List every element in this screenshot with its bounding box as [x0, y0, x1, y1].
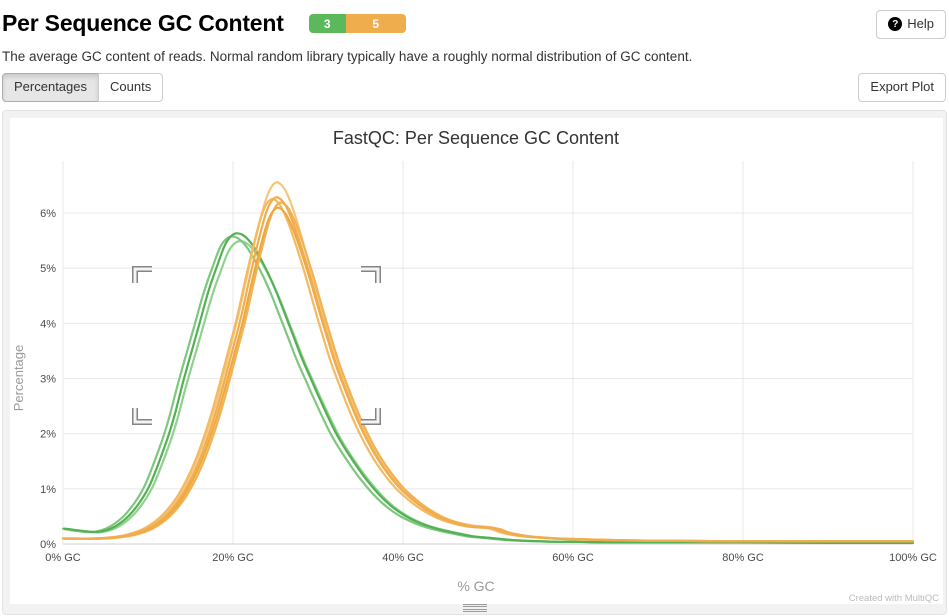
y-tick-label: 3% — [40, 373, 56, 385]
corner-bracket-inner-top-right — [361, 267, 380, 283]
plot-controls: Percentages Counts Export Plot — [2, 73, 947, 102]
status-badges[interactable]: 3 5 — [308, 14, 406, 33]
x-tick-label: 100% GC — [889, 552, 937, 564]
y-tick-label: 1% — [40, 484, 56, 496]
corner-brackets — [132, 266, 381, 425]
y-tick-label: 4% — [40, 318, 56, 330]
y-tick-label: 0% — [40, 539, 56, 551]
series-line-orange-line-3[interactable] — [66, 201, 915, 543]
section-header: Per Sequence GC Content 3 5 ? Help — [2, 10, 947, 39]
chart-container: 0% GC 20% GC 40% GC 60% GC 80% GC 100% GC 0% 1%… — [2, 110, 947, 615]
corner-bracket-inner-top-left — [133, 267, 152, 283]
help-button[interactable]: ? Help — [876, 10, 946, 39]
y-axis-title: Percentage — [11, 345, 26, 412]
series-layer — [61, 181, 915, 545]
series-line-green-line-3[interactable] — [63, 232, 915, 545]
units-toggle-group: Percentages Counts — [2, 73, 164, 102]
grid-layer — [62, 161, 914, 544]
axis-layer: 0% GC 20% GC 40% GC 60% GC 80% GC 100% GC 0% 1%… — [40, 208, 937, 564]
series-line-green-line-1[interactable] — [66, 239, 915, 545]
y-tick-label: 6% — [40, 208, 56, 220]
page-title: Per Sequence GC Content — [2, 10, 284, 36]
help-button-label: Help — [907, 16, 934, 31]
x-tick-label: 20% GC — [212, 552, 254, 564]
corner-bracket-inner-bottom-right — [361, 408, 380, 424]
pass-count-badge[interactable]: 3 — [308, 14, 346, 33]
series-line-green-line-2[interactable] — [61, 235, 911, 545]
gc-content-chart[interactable]: 0% GC 20% GC 40% GC 60% GC 80% GC 100% GC 0% 1%… — [10, 118, 943, 604]
plot-area[interactable]: 0% GC 20% GC 40% GC 60% GC 80% GC 100% GC 0% 1%… — [10, 118, 943, 604]
series-line-orange-line-4[interactable] — [63, 206, 915, 543]
y-tick-label: 5% — [40, 263, 56, 275]
chart-title: FastQC: Per Sequence GC Content — [333, 128, 619, 148]
corner-bracket-inner-bottom-left — [133, 408, 152, 424]
section-description: The average GC content of reads. Normal … — [2, 49, 693, 64]
plot-resize-handle[interactable] — [462, 604, 487, 612]
x-tick-label: 40% GC — [382, 552, 424, 564]
corner-bracket-top-right — [361, 266, 381, 283]
export-plot-button[interactable]: Export Plot — [858, 73, 946, 102]
tab-counts[interactable]: Counts — [98, 73, 164, 102]
question-circle-icon: ? — [888, 17, 903, 32]
corner-bracket-top-left — [132, 266, 152, 283]
multiqc-credit: Created with MultiQC — [849, 593, 939, 604]
y-tick-label: 2% — [40, 429, 56, 441]
x-tick-label: 0% GC — [45, 552, 81, 564]
warn-count-badge[interactable]: 5 — [345, 14, 406, 33]
x-tick-label: 80% GC — [722, 552, 764, 564]
series-line-orange-line-5[interactable] — [61, 196, 915, 543]
tab-percentages[interactable]: Percentages — [2, 73, 99, 102]
x-axis-title: % GC — [457, 578, 494, 594]
corner-bracket-bottom-right — [361, 408, 381, 425]
x-tick-label: 60% GC — [552, 552, 594, 564]
corner-bracket-bottom-left — [132, 408, 152, 425]
